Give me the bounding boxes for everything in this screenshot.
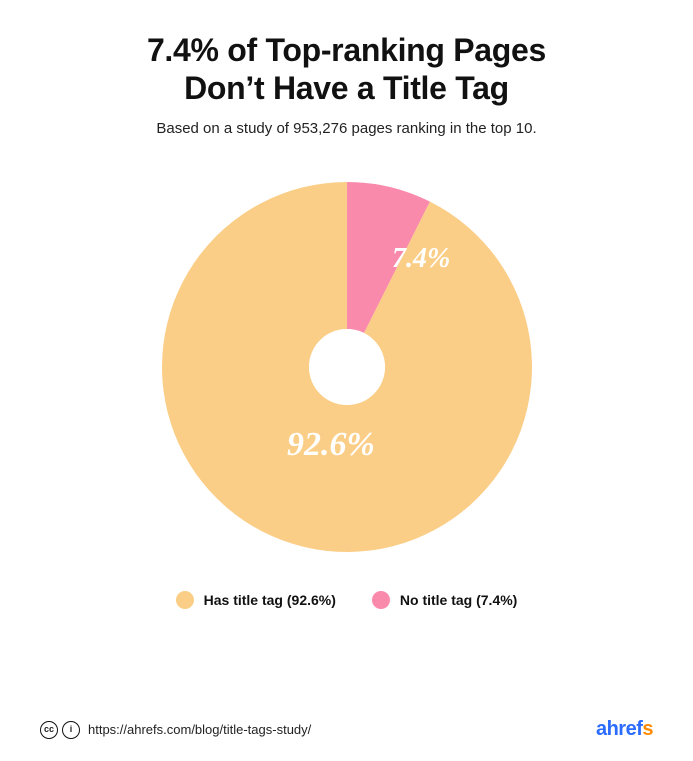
legend-item: No title tag (7.4%) bbox=[372, 591, 517, 609]
donut-chart: 7.4% 92.6% bbox=[40, 167, 653, 567]
page-subtitle: Based on a study of 953,276 pages rankin… bbox=[40, 120, 653, 137]
title-line-1: 7.4% of Top-ranking Pages bbox=[147, 32, 546, 68]
legend-swatch bbox=[372, 591, 390, 609]
footer-left: cc i https://ahrefs.com/blog/title-tags-… bbox=[40, 721, 311, 739]
legend-swatch bbox=[176, 591, 194, 609]
cc-license-icon: cc i bbox=[40, 721, 80, 739]
cc-badge-by: i bbox=[62, 721, 80, 739]
donut-svg: 7.4% 92.6% bbox=[147, 167, 547, 567]
donut-hole bbox=[309, 329, 385, 405]
ahrefs-logo-suffix: s bbox=[642, 718, 653, 740]
donut-slice-label-has_title: 92.6% bbox=[287, 426, 375, 463]
legend-item: Has title tag (92.6%) bbox=[176, 591, 336, 609]
chart-legend: Has title tag (92.6%) No title tag (7.4%) bbox=[40, 591, 653, 609]
source-url: https://ahrefs.com/blog/title-tags-study… bbox=[88, 722, 311, 737]
ahrefs-logo-prefix: ahref bbox=[596, 718, 642, 740]
cc-badge-cc: cc bbox=[40, 721, 58, 739]
page-footer: cc i https://ahrefs.com/blog/title-tags-… bbox=[40, 700, 653, 741]
ahrefs-logo: ahrefs bbox=[596, 718, 653, 741]
donut-slice-label-no_title: 7.4% bbox=[392, 243, 450, 274]
legend-label: Has title tag (92.6%) bbox=[204, 592, 336, 608]
title-line-2: Don’t Have a Title Tag bbox=[184, 70, 509, 106]
page-title: 7.4% of Top-ranking Pages Don’t Have a T… bbox=[40, 32, 653, 108]
legend-label: No title tag (7.4%) bbox=[400, 592, 517, 608]
infographic-page: 7.4% of Top-ranking Pages Don’t Have a T… bbox=[0, 0, 693, 761]
